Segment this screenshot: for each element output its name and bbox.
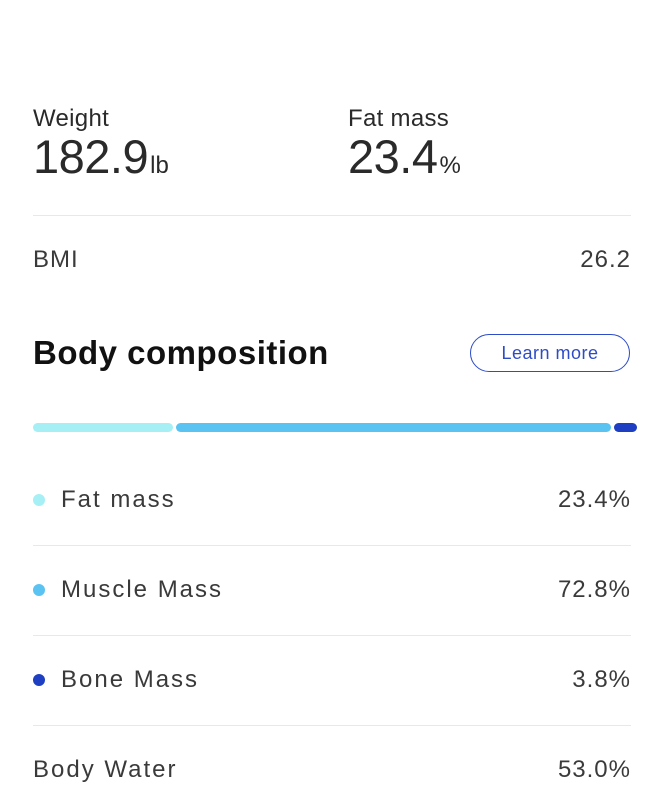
fat-mass-row-label-text: Fat mass xyxy=(61,486,176,513)
composition-bar-bone-segment xyxy=(614,423,637,432)
fat-mass-row-value: 23.4% xyxy=(557,486,631,513)
fat-mass-stat: Fat mass 23.4% xyxy=(348,104,461,182)
fat-mass-value: 23.4 xyxy=(348,130,438,183)
muscle-mass-row-label: Muscle Mass xyxy=(33,576,223,604)
body-water-row: Body Water 53.0% xyxy=(33,750,631,790)
weight-unit: lb xyxy=(150,152,169,179)
composition-bar xyxy=(33,423,637,432)
body-water-label: Body Water xyxy=(33,756,178,783)
fat-mass-unit: % xyxy=(439,152,461,179)
divider xyxy=(33,215,631,216)
weight-value: 182.9 xyxy=(33,130,149,183)
bmi-row: BMI 26.2 xyxy=(33,240,631,280)
muscle-mass-dot-icon xyxy=(33,584,45,596)
composition-bar-fat-segment xyxy=(33,423,173,432)
bone-mass-row-label: Bone Mass xyxy=(33,666,199,694)
fat-mass-row-label: Fat mass xyxy=(33,486,176,514)
divider xyxy=(33,635,631,636)
muscle-mass-row-label-text: Muscle Mass xyxy=(61,576,224,603)
bone-mass-row-label-text: Bone Mass xyxy=(61,666,200,693)
fat-mass-label: Fat mass xyxy=(348,105,450,132)
fat-mass-value-row: 23.4% xyxy=(348,132,461,182)
bone-mass-row: Bone Mass 3.8% xyxy=(33,660,631,700)
weight-label: Weight xyxy=(33,105,110,132)
learn-more-button[interactable]: Learn more xyxy=(470,334,630,372)
summary-stats: Weight 182.9lb Fat mass 23.4% xyxy=(33,104,631,184)
bmi-label: BMI xyxy=(33,246,79,273)
body-composition-title: Body composition xyxy=(33,334,329,371)
fat-mass-dot-icon xyxy=(33,494,45,506)
bmi-value: 26.2 xyxy=(580,246,631,273)
weight-value-row: 182.9lb xyxy=(33,132,169,182)
body-water-value: 53.0% xyxy=(557,756,631,783)
divider xyxy=(33,725,631,726)
bone-mass-dot-icon xyxy=(33,674,45,686)
weight-stat: Weight 182.9lb xyxy=(33,104,169,182)
muscle-mass-row: Muscle Mass 72.8% xyxy=(33,570,631,610)
fat-mass-row: Fat mass 23.4% xyxy=(33,480,631,520)
divider xyxy=(33,545,631,546)
muscle-mass-row-value: 72.8% xyxy=(557,576,631,603)
bone-mass-row-value: 3.8% xyxy=(572,666,631,693)
composition-bar-muscle-segment xyxy=(175,423,612,432)
